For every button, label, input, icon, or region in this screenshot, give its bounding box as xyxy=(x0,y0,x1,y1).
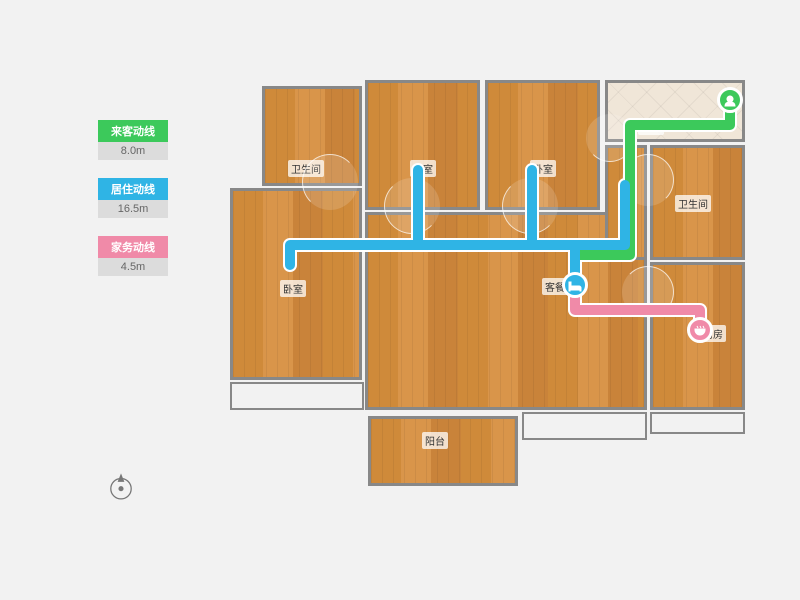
legend-resident-title: 居住动线 xyxy=(98,178,168,200)
room-label-balcony2: 阳台 xyxy=(638,118,664,135)
ledge-1 xyxy=(522,412,647,440)
room-label-bath2: 卫生间 xyxy=(675,195,711,212)
room-balcony1 xyxy=(368,416,518,486)
legend-chore-title: 家务动线 xyxy=(98,236,168,258)
room-label-bed2: 卧室 xyxy=(410,160,436,177)
pot-icon xyxy=(693,323,707,337)
ledge-2 xyxy=(650,412,745,434)
flow-node-living xyxy=(562,272,588,298)
legend-guest-title: 来客动线 xyxy=(98,120,168,142)
legend-guest-value: 8.0m xyxy=(98,142,168,160)
ledge-0 xyxy=(230,382,364,410)
door-arc-3 xyxy=(586,114,634,162)
flow-node-chore xyxy=(687,317,713,343)
door-arc-5 xyxy=(622,266,674,318)
room-label-bed3: 卧室 xyxy=(530,160,556,177)
door-arc-4 xyxy=(622,154,674,206)
room-label-bed1: 卧室 xyxy=(280,280,306,297)
legend-resident-value: 16.5m xyxy=(98,200,168,218)
legend-item-chore: 家务动线 4.5m xyxy=(98,236,168,276)
person-icon xyxy=(723,93,737,107)
compass-icon xyxy=(104,470,138,504)
flow-node-entry xyxy=(717,87,743,113)
legend-item-resident: 居住动线 16.5m xyxy=(98,178,168,218)
bed-icon xyxy=(568,278,582,292)
door-arc-1 xyxy=(384,178,440,234)
room-label-balcony1: 阳台 xyxy=(422,432,448,449)
legend-chore-value: 4.5m xyxy=(98,258,168,276)
floorplan: 卫生间卧室卧室阳台卫生间厨房卧室客餐厅阳台 xyxy=(230,80,770,500)
legend: 来客动线 8.0m 居住动线 16.5m 家务动线 4.5m xyxy=(98,120,168,294)
door-arc-0 xyxy=(302,154,358,210)
door-arc-2 xyxy=(502,178,558,234)
legend-item-guest: 来客动线 8.0m xyxy=(98,120,168,160)
